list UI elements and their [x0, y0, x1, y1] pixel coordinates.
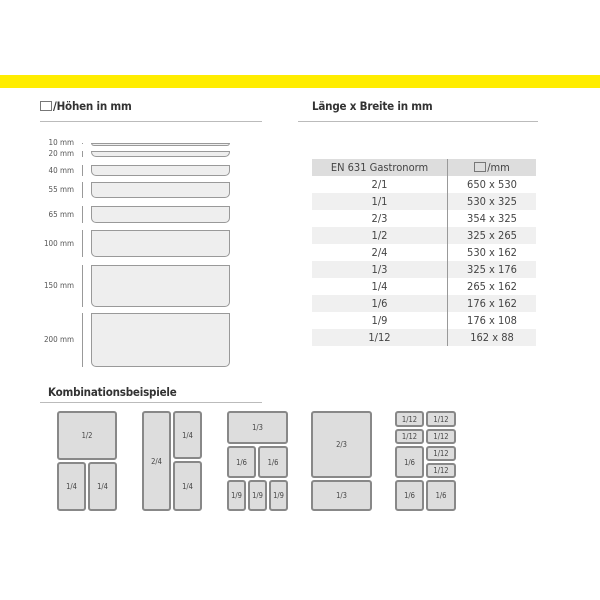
- table-row: 1/4 265 x 162: [312, 278, 536, 295]
- divider: [40, 402, 262, 403]
- gastronorm-size: 1/2: [312, 227, 448, 244]
- gastronorm-size: 1/1: [312, 193, 448, 210]
- divider: [40, 121, 262, 122]
- height-label: 100 mm: [43, 238, 74, 248]
- divider: [298, 121, 538, 122]
- height-label: 200 mm: [43, 335, 74, 344]
- dimensions: 354 x 325: [447, 210, 536, 227]
- height-marker: [82, 143, 83, 144]
- combo-pan: 1/12: [426, 411, 456, 427]
- table-row: 1/12 162 x 88: [312, 329, 536, 346]
- combo-pan: 1/12: [426, 446, 456, 461]
- dimensions: 162 x 88: [447, 329, 536, 346]
- dimensions: 265 x 162: [447, 278, 536, 295]
- table-row: 2/1 650 x 530: [312, 176, 536, 193]
- combo-pan: 2/4: [142, 411, 171, 511]
- combo-pan: 1/6: [426, 480, 456, 511]
- height-marker: [82, 265, 83, 307]
- sizes-title: Länge x Breite in mm: [312, 99, 433, 113]
- table-row: 1/1 530 x 325: [312, 193, 536, 210]
- dimensions: 176 x 162: [447, 295, 536, 312]
- height-label: 65 mm: [48, 209, 74, 219]
- combo-pan: 1/4: [173, 461, 202, 511]
- table-row: 1/2 325 x 265: [312, 227, 536, 244]
- height-marker: [82, 230, 83, 257]
- height-label: 150 mm: [43, 281, 74, 290]
- combo-pan: 1/12: [395, 429, 424, 444]
- dimensions: 176 x 108: [447, 312, 536, 329]
- dimensions: 325 x 176: [447, 261, 536, 278]
- gastronorm-size: 2/4: [371, 246, 388, 259]
- combo-pan: 1/4: [57, 462, 86, 511]
- pan-box-icon: [40, 101, 52, 111]
- combo-pan: 1/2: [57, 411, 117, 460]
- dimensions: 530 x 325: [447, 193, 536, 210]
- gastronorm-size: 1/6: [312, 295, 448, 312]
- combo-pan: 2/3: [311, 411, 372, 478]
- pan-profile: [91, 151, 230, 157]
- gastronorm-size: 1/4: [371, 280, 388, 293]
- height-marker: [82, 206, 83, 223]
- accent-bar: [0, 75, 600, 88]
- pan-profile: [91, 313, 230, 367]
- combo-pan: 1/6: [395, 446, 424, 478]
- table-row: 2/3 354 x 325: [312, 210, 536, 227]
- height-label: 10 mm: [48, 138, 74, 147]
- gastronorm-size: 2/1: [371, 178, 388, 191]
- combo-pan: 1/9: [227, 480, 246, 511]
- pan-profile: [91, 165, 230, 176]
- pan-profile: [91, 265, 230, 307]
- combo-pan: 1/3: [311, 480, 372, 511]
- heights-title: /Höhen in mm: [40, 99, 132, 113]
- sizes-table: EN 631 Gastronorm /mm 2/1 650 x 530 1/1 530…: [312, 159, 536, 346]
- header-dimensions: /mm: [447, 159, 536, 176]
- height-label: 40 mm: [48, 165, 74, 175]
- combo-pan: 1/12: [426, 429, 456, 444]
- table-row: 1/6 176 x 162: [312, 295, 536, 312]
- height-label: 55 mm: [48, 185, 74, 194]
- table-row: 1/9 176 x 108: [312, 312, 536, 329]
- height-marker: [82, 165, 83, 176]
- pan-profile: [91, 230, 230, 257]
- dimensions: 530 x 162: [447, 244, 536, 261]
- pan-profile: [91, 206, 230, 223]
- table-header: EN 631 Gastronorm /mm: [312, 159, 536, 176]
- combos-title: Kombinationsbeispiele: [48, 385, 177, 399]
- combo-pan: 1/9: [269, 480, 288, 511]
- combo-pan: 1/3: [227, 411, 288, 444]
- table-row: 2/4 530 x 162: [312, 244, 536, 261]
- combo-pan: 1/6: [258, 446, 288, 478]
- gastronorm-size: 1/12: [312, 329, 448, 346]
- dimensions: 325 x 265: [447, 227, 536, 244]
- table-row: 1/3 325 x 176: [312, 261, 536, 278]
- combo-pan: 1/12: [426, 463, 456, 478]
- height-marker: [82, 151, 83, 157]
- combo-pan: 1/4: [173, 411, 202, 459]
- pan-profile: [91, 182, 230, 198]
- height-label: 20 mm: [48, 149, 74, 158]
- gastronorm-size: 1/9: [371, 314, 388, 327]
- combo-pan: 1/12: [395, 411, 424, 427]
- height-marker: [82, 313, 83, 367]
- combo-pan: 1/6: [395, 480, 424, 511]
- combo-pan: 1/4: [88, 462, 117, 511]
- combo-pan: 1/9: [248, 480, 267, 511]
- gastronorm-size: 1/3: [312, 261, 448, 278]
- height-marker: [82, 182, 83, 198]
- pan-profile: [91, 143, 230, 146]
- pan-box-icon: [474, 162, 487, 172]
- header-gastronorm: EN 631 Gastronorm: [312, 159, 448, 176]
- dimensions: 650 x 530: [447, 176, 536, 193]
- combo-pan: 1/6: [227, 446, 256, 478]
- gastronorm-size: 2/3: [371, 212, 388, 225]
